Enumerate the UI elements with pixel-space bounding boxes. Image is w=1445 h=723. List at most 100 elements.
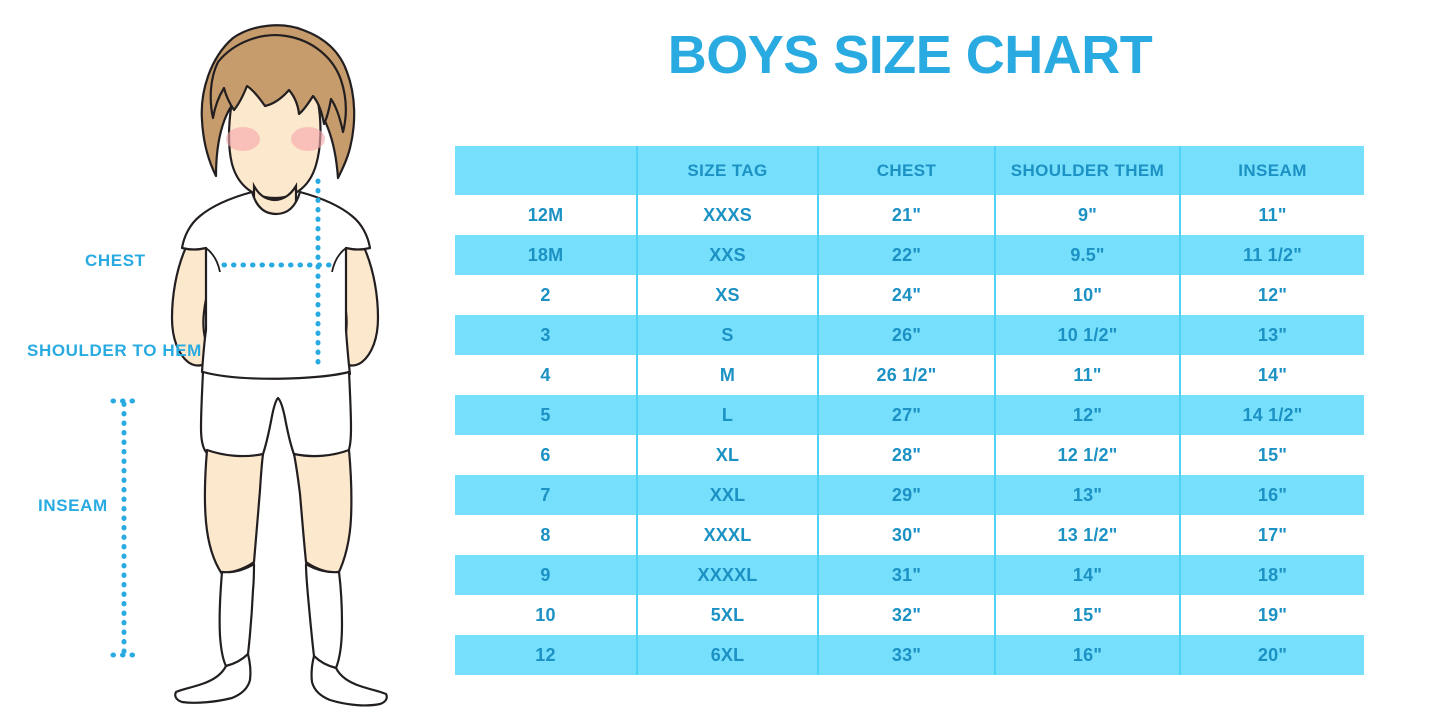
cell-size: 8 xyxy=(455,515,637,555)
cell-size-tag: XXS xyxy=(636,235,818,275)
table-row: 8 XXXL 30" 13 1/2" 17" xyxy=(455,515,1364,555)
cell-shoulder: 10 1/2" xyxy=(994,315,1180,355)
cell-shoulder: 14" xyxy=(994,555,1180,595)
cell-inseam: 11" xyxy=(1179,195,1364,235)
table-row: 7 XXL 29" 13" 16" xyxy=(455,475,1364,515)
cell-size-tag: M xyxy=(636,355,818,395)
cell-size-tag: 6XL xyxy=(636,635,818,675)
page-title: BOYS SIZE CHART xyxy=(667,25,1153,85)
table-row: 3 S 26" 10 1/2" 13" xyxy=(455,315,1364,355)
cell-size-tag: XXXL xyxy=(636,515,818,555)
column-header-inseam: INSEAM xyxy=(1179,146,1364,195)
table-row: 18M XXS 22" 9.5" 11 1/2" xyxy=(455,235,1364,275)
right-lower-leg-shape xyxy=(304,562,344,670)
cell-chest: 30" xyxy=(817,515,995,555)
left-lower-leg-shape xyxy=(218,562,256,668)
cell-inseam: 19" xyxy=(1179,595,1364,635)
cell-size: 4 xyxy=(455,355,637,395)
cell-size-tag: L xyxy=(636,395,818,435)
column-header-size xyxy=(455,146,637,195)
tshirt-left-sleeve-seam xyxy=(205,247,221,273)
cell-inseam: 15" xyxy=(1179,435,1364,475)
cell-shoulder: 10" xyxy=(994,275,1180,315)
cell-shoulder: 13 1/2" xyxy=(994,515,1180,555)
column-header-shoulder: SHOULDER THEM xyxy=(994,146,1180,195)
table-row: 5 L 27" 12" 14 1/2" xyxy=(455,395,1364,435)
cell-size-tag: XS xyxy=(636,275,818,315)
size-chart-table: SIZE TAG CHEST SHOULDER THEM INSEAM 12M X… xyxy=(455,146,1364,675)
cell-shoulder: 9" xyxy=(994,195,1180,235)
table-row: 12 6XL 33" 16" 20" xyxy=(455,635,1364,675)
table-body: 12M XXXS 21" 9" 11" 18M XXS 22" 9.5" 11 1/2" 2 XS 24… xyxy=(455,195,1364,675)
cell-shoulder: 15" xyxy=(994,595,1180,635)
left-thigh-shape xyxy=(203,448,265,576)
cell-size-tag: XXXXL xyxy=(636,555,818,595)
cell-size-tag: XXL xyxy=(636,475,818,515)
cell-shoulder: 16" xyxy=(994,635,1180,675)
cell-chest: 24" xyxy=(817,275,995,315)
boy-illustration: CHEST SHOULDER TO HEM INSEAM xyxy=(0,0,450,723)
right-thigh-shape xyxy=(292,448,353,576)
cell-size: 10 xyxy=(455,595,637,635)
cell-size-tag: XXXS xyxy=(636,195,818,235)
blush-right xyxy=(291,127,325,151)
cell-shoulder: 11" xyxy=(994,355,1180,395)
cell-chest: 26" xyxy=(817,315,995,355)
cell-size-tag: S xyxy=(636,315,818,355)
cell-chest: 26 1/2" xyxy=(817,355,995,395)
cell-chest: 33" xyxy=(817,635,995,675)
column-header-chest: CHEST xyxy=(817,146,995,195)
cell-chest: 29" xyxy=(817,475,995,515)
cell-chest: 27" xyxy=(817,395,995,435)
cell-inseam: 12" xyxy=(1179,275,1364,315)
cell-chest: 28" xyxy=(817,435,995,475)
cell-shoulder: 12 1/2" xyxy=(994,435,1180,475)
right-foot-shape xyxy=(310,654,388,707)
cell-size: 5 xyxy=(455,395,637,435)
shoulder-to-hem-label: SHOULDER TO HEM xyxy=(27,341,202,360)
cell-inseam: 17" xyxy=(1179,515,1364,555)
column-header-size-tag: SIZE TAG xyxy=(636,146,818,195)
table-header-row: SIZE TAG CHEST SHOULDER THEM INSEAM xyxy=(455,146,1364,195)
left-foot-shape xyxy=(174,652,252,704)
cell-inseam: 14 1/2" xyxy=(1179,395,1364,435)
cell-size: 12M xyxy=(455,195,637,235)
cell-size: 2 xyxy=(455,275,637,315)
table-row: 10 5XL 32" 15" 19" xyxy=(455,595,1364,635)
cell-size: 6 xyxy=(455,435,637,475)
inseam-label: INSEAM xyxy=(38,496,108,515)
table-row: 2 XS 24" 10" 12" xyxy=(455,275,1364,315)
table-row: 4 M 26 1/2" 11" 14" xyxy=(455,355,1364,395)
cell-inseam: 14" xyxy=(1179,355,1364,395)
tshirt-right-sleeve-seam xyxy=(331,247,347,273)
cell-size: 7 xyxy=(455,475,637,515)
cell-inseam: 18" xyxy=(1179,555,1364,595)
cell-size: 3 xyxy=(455,315,637,355)
boy-figure-svg xyxy=(110,24,388,707)
cell-shoulder: 12" xyxy=(994,395,1180,435)
cell-size: 9 xyxy=(455,555,637,595)
cell-chest: 31" xyxy=(817,555,995,595)
blush-left xyxy=(226,127,260,151)
shorts-shape xyxy=(199,370,353,459)
table-row: 12M XXXS 21" 9" 11" xyxy=(455,195,1364,235)
cell-chest: 21" xyxy=(817,195,995,235)
cell-inseam: 11 1/2" xyxy=(1179,235,1364,275)
table-row: 6 XL 28" 12 1/2" 15" xyxy=(455,435,1364,475)
cell-chest: 22" xyxy=(817,235,995,275)
cell-shoulder: 9.5" xyxy=(994,235,1180,275)
cell-inseam: 16" xyxy=(1179,475,1364,515)
cell-inseam: 20" xyxy=(1179,635,1364,675)
cell-inseam: 13" xyxy=(1179,315,1364,355)
cell-shoulder: 13" xyxy=(994,475,1180,515)
tshirt-shape xyxy=(180,190,372,382)
cell-size-tag: 5XL xyxy=(636,595,818,635)
table-header: SIZE TAG CHEST SHOULDER THEM INSEAM xyxy=(455,146,1364,195)
cell-size: 18M xyxy=(455,235,637,275)
cell-size: 12 xyxy=(455,635,637,675)
chest-label: CHEST xyxy=(85,251,146,270)
hair-fringe-shape xyxy=(209,34,347,134)
cell-chest: 32" xyxy=(817,595,995,635)
table-row: 9 XXXXL 31" 14" 18" xyxy=(455,555,1364,595)
